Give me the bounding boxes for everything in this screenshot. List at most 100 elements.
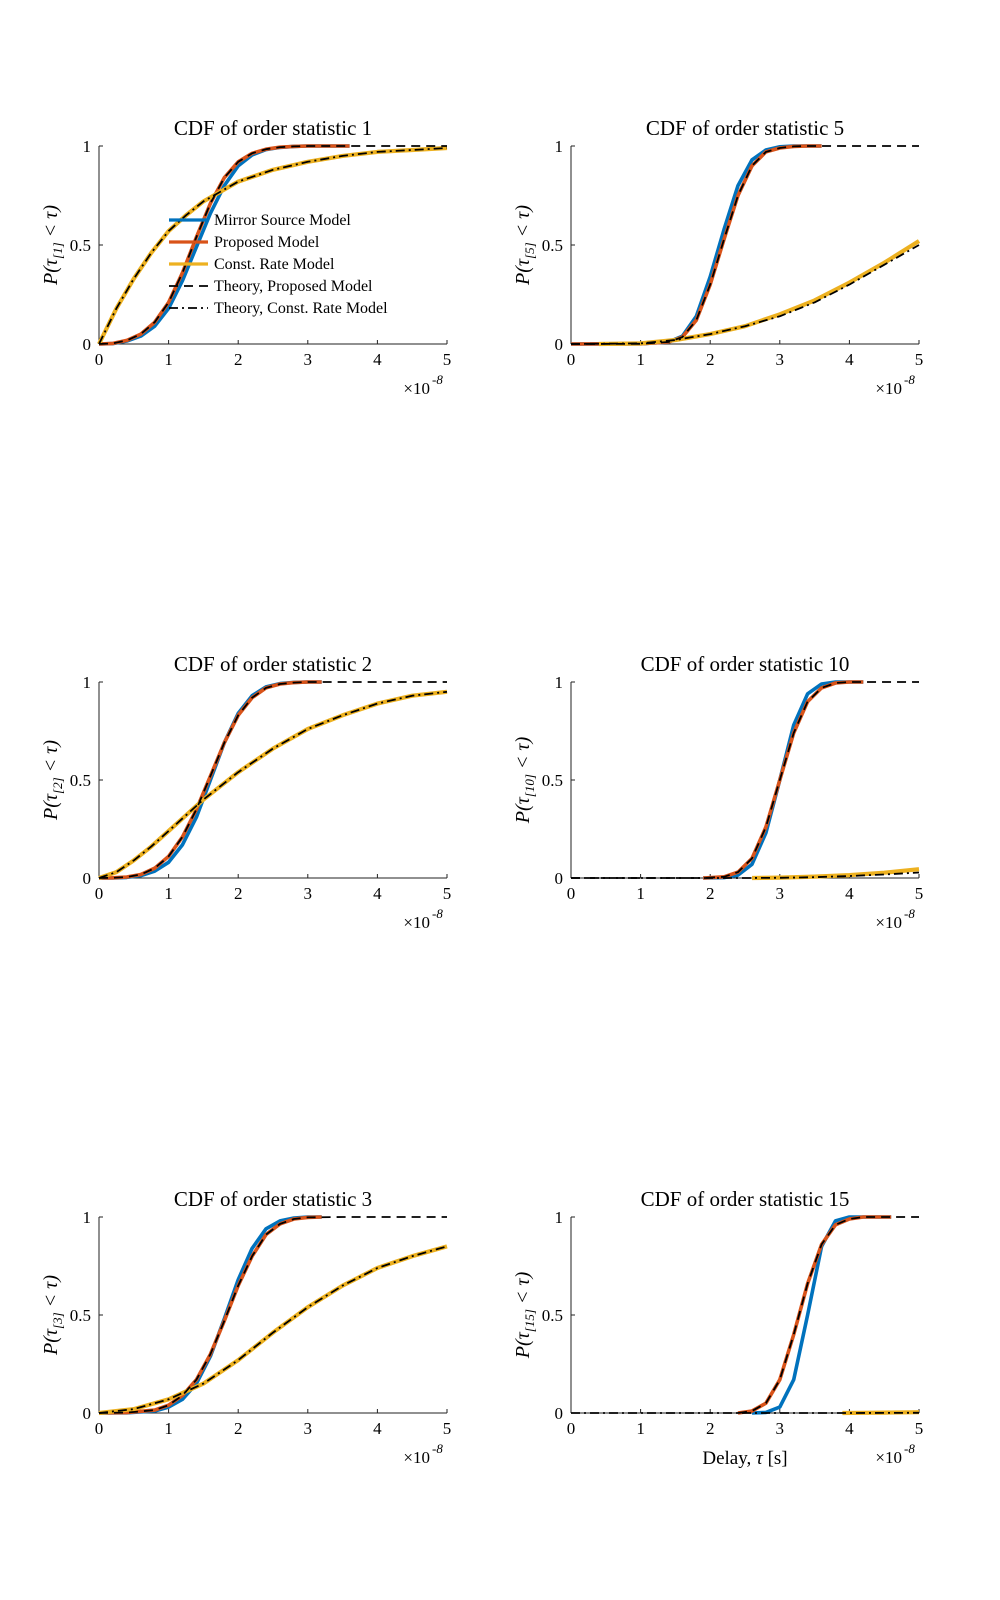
series-line-theory-proposed-model	[98, 1216, 447, 1414]
x-exponent-label: ×10	[875, 1448, 902, 1467]
series-line-theory-proposed-model	[98, 681, 447, 879]
y-tick-label: 1	[555, 137, 564, 156]
series-line-theory-const-rate-model	[98, 147, 448, 345]
x-tick-label: 3	[776, 1419, 785, 1438]
chart-panel-10: 0 1 2 3 4 5 0 0.5 1 CDF of order statistic 10 P(τ[…	[512, 652, 923, 932]
x-tick-label: 2	[234, 1419, 243, 1438]
legend-label: Const. Rate Model	[214, 256, 335, 273]
x-tick-label: 2	[706, 1419, 715, 1438]
series-line-proposed-model	[98, 680, 322, 880]
legend-label: Theory, Proposed Model	[214, 278, 373, 295]
x-tick-label: 0	[95, 350, 104, 369]
chart-panel-2: 0 1 2 3 4 5 0 0.5 1 CDF of order statistic 2 P(τ[2…	[40, 652, 451, 932]
x-tick-label: 3	[304, 884, 313, 903]
x-tick-label: 0	[567, 884, 576, 903]
y-tick-label: 0	[83, 869, 92, 888]
series-line-proposed-model	[703, 680, 864, 880]
series-line-const-rate-model	[598, 239, 921, 347]
y-tick-label: 1	[83, 1208, 92, 1227]
x-tick-label: 5	[915, 884, 924, 903]
y-tick-label: 0.5	[70, 236, 91, 255]
legend-label: Theory, Const. Rate Model	[214, 300, 388, 317]
x-tick-label: 2	[234, 350, 243, 369]
x-tick-label: 4	[845, 350, 854, 369]
chart-panel-3: 0 1 2 3 4 5 0 0.5 1 CDF of order statistic 3 P(τ[3…	[40, 1187, 451, 1467]
y-axis-label: P(τ[15] < τ)	[512, 1271, 537, 1359]
series-line-proposed-model	[98, 1215, 322, 1415]
series-line-mirror-source-model	[703, 680, 864, 880]
series-line-proposed-model	[737, 1215, 892, 1415]
x-exponent-label: ×10	[875, 379, 902, 398]
chart-panel-1: 0 1 2 3 4 5 0 0.5 1 CDF of order statistic 1 P(τ[1…	[40, 116, 451, 398]
x-tick-label: 1	[164, 884, 173, 903]
x-exponent-label: ×10	[875, 913, 902, 932]
x-exponent-power: -8	[432, 906, 443, 921]
series-line-theory-const-rate-model	[570, 244, 920, 345]
x-tick-label: 4	[373, 1419, 382, 1438]
x-exponent-label: ×10	[403, 913, 430, 932]
x-exponent-power: -8	[432, 1441, 443, 1456]
y-tick-label: 0	[555, 1404, 564, 1423]
x-exponent-power: -8	[432, 372, 443, 387]
x-exponent-power: -8	[904, 1441, 915, 1456]
series-line-const-rate-model	[98, 689, 448, 880]
chart-title: CDF of order statistic 5	[646, 116, 844, 140]
x-tick-label: 4	[373, 884, 382, 903]
x-tick-label: 5	[915, 1419, 924, 1438]
series-line-theory-const-rate-model	[98, 1245, 448, 1414]
x-tick-label: 0	[95, 1419, 104, 1438]
y-tick-label: 1	[555, 1208, 564, 1227]
x-tick-label: 3	[304, 350, 313, 369]
x-tick-label: 5	[443, 350, 452, 369]
chart-title: CDF of order statistic 2	[174, 652, 372, 676]
y-axis-label: P(τ[10] < τ)	[512, 736, 537, 824]
chart-panel-5: 0 1 2 3 4 5 0 0.5 1 CDF of order statistic 5 P(τ[5…	[512, 116, 923, 398]
series-line-mirror-source-model	[98, 1215, 322, 1415]
chart-title: CDF of order statistic 15	[641, 1187, 850, 1211]
chart-title: CDF of order statistic 1	[174, 116, 372, 140]
y-tick-label: 0	[555, 869, 564, 888]
y-tick-label: 1	[555, 673, 564, 692]
series-line-const-rate-model	[98, 1244, 448, 1416]
y-axis-label: P(τ[3] < τ)	[40, 1275, 65, 1356]
y-tick-label: 0	[555, 335, 564, 354]
x-tick-label: 3	[776, 884, 785, 903]
x-tick-label: 4	[845, 884, 854, 903]
x-exponent-label: ×10	[403, 1448, 430, 1467]
x-exponent-label: ×10	[403, 379, 430, 398]
legend-label: Proposed Model	[214, 234, 320, 251]
x-tick-label: 3	[776, 350, 785, 369]
series-line-theory-proposed-model	[571, 681, 919, 879]
x-exponent-power: -8	[904, 906, 915, 921]
y-axis-label: P(τ[1] < τ)	[40, 205, 65, 286]
y-axis-label: P(τ[5] < τ)	[512, 205, 537, 286]
x-tick-label: 1	[164, 350, 173, 369]
x-tick-label: 1	[636, 1419, 645, 1438]
x-tick-label: 5	[915, 350, 924, 369]
series-line-theory-proposed-model	[737, 1216, 919, 1414]
y-tick-label: 0	[83, 335, 92, 354]
y-tick-label: 1	[83, 673, 92, 692]
y-tick-label: 0.5	[70, 771, 91, 790]
legend: Mirror Source Model Proposed Model Const. …	[169, 212, 388, 317]
y-tick-label: 0.5	[542, 236, 563, 255]
series-line-theory-const-rate-model	[98, 690, 448, 879]
x-tick-label: 5	[443, 884, 452, 903]
series-line-theory-proposed-model	[98, 145, 447, 345]
x-tick-label: 2	[706, 884, 715, 903]
chart-title: CDF of order statistic 10	[641, 652, 850, 676]
y-tick-label: 1	[83, 137, 92, 156]
x-tick-label: 0	[95, 884, 104, 903]
x-tick-label: 5	[443, 1419, 452, 1438]
x-tick-label: 4	[845, 1419, 854, 1438]
x-tick-label: 4	[373, 350, 382, 369]
x-tick-label: 3	[304, 1419, 313, 1438]
x-exponent-power: -8	[904, 372, 915, 387]
y-axis-label: P(τ[2] < τ)	[40, 740, 65, 821]
chart-panel-15: 0 1 2 3 4 5 0 0.5 1 CDF of order statistic 15 P(τ[…	[512, 1187, 923, 1469]
x-axis-label: Delay, τ [s]	[702, 1448, 787, 1469]
series-line-theory-const-rate-model	[571, 871, 920, 879]
x-tick-label: 0	[567, 350, 576, 369]
chart-title: CDF of order statistic 3	[174, 1187, 372, 1211]
